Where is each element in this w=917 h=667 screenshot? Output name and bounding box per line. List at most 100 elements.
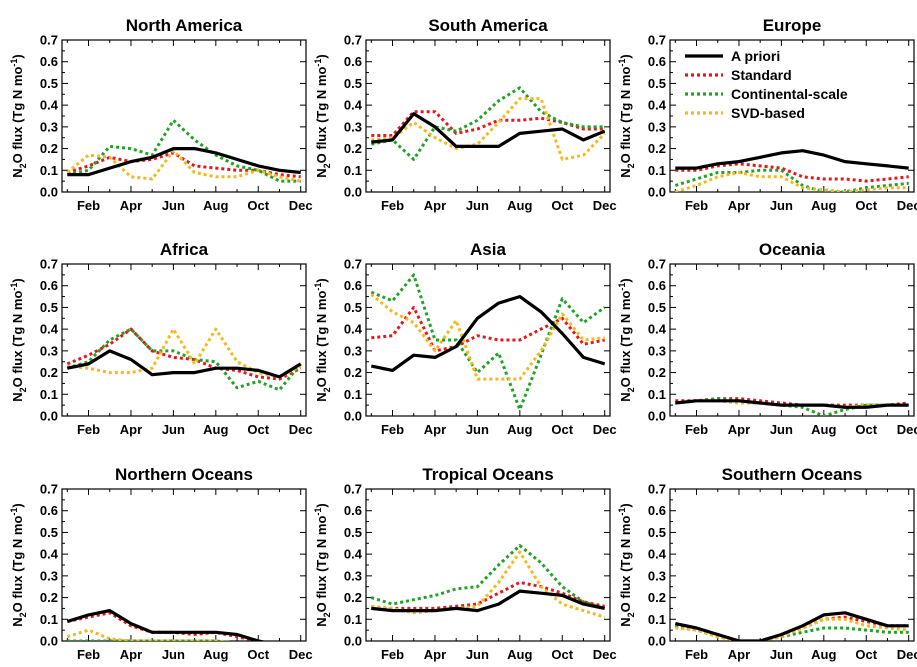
- legend-label: SVD-based: [731, 105, 805, 121]
- x-tick-label: Aug: [507, 422, 532, 437]
- x-tick-label: Dec: [289, 647, 313, 662]
- x-tick-label: Feb: [77, 198, 100, 213]
- y-tick-label: 0.4: [344, 322, 363, 337]
- y-tick-label: 0.6: [648, 54, 666, 69]
- y-axis-label: N2O flux (Tg N mo-1): [313, 278, 332, 402]
- y-tick-label: 0.1: [344, 163, 362, 178]
- y-tick-label: 0.7: [40, 482, 58, 497]
- series-line-svd-based: [675, 617, 909, 641]
- series-line-continental-scale: [66, 327, 302, 392]
- y-tick-label: 0.0: [40, 409, 58, 424]
- x-tick-label: Aug: [203, 198, 228, 213]
- x-tick-label: Apr: [728, 422, 750, 437]
- panel-africa: Africa N2O flux (Tg N mo-1) 0.0 0.1 0.2 0.3 0.…: [9, 240, 313, 437]
- y-tick-label: 0.5: [40, 76, 58, 91]
- x-tick-label: Apr: [424, 422, 446, 437]
- x-tick-label: Oct: [855, 198, 877, 213]
- x-tick-label: Feb: [685, 198, 708, 213]
- plot-area: [371, 86, 606, 161]
- y-tick-label: 0.0: [648, 634, 666, 649]
- panel-title: Northern Oceans: [115, 465, 253, 484]
- plot-area: [370, 273, 606, 411]
- x-tick-label: Jun: [162, 198, 185, 213]
- x-tick-label: Apr: [424, 198, 446, 213]
- x-tick-label: Oct: [247, 422, 269, 437]
- y-tick-label: 0.6: [344, 503, 362, 518]
- y-tick-label: 0.2: [344, 141, 362, 156]
- y-tick-label: 0.5: [648, 300, 666, 315]
- x-tick-label: Apr: [120, 422, 142, 437]
- plot-area: [370, 544, 606, 619]
- x-tick-label: Oct: [551, 198, 573, 213]
- y-tick-label: 0.5: [344, 300, 362, 315]
- x-tick-label: Feb: [381, 422, 404, 437]
- series-line-standard: [66, 327, 302, 381]
- plot-area: [66, 608, 267, 641]
- plot-frame: [61, 263, 307, 417]
- y-tick-label: 0.3: [648, 568, 666, 583]
- y-tick-label: 0.4: [648, 322, 667, 337]
- y-tick-label: 0.1: [40, 387, 58, 402]
- y-axis-label: N2O flux (Tg N mo-1): [617, 503, 636, 627]
- y-axis-label: N2O flux (Tg N mo-1): [313, 503, 332, 627]
- y-tick-label: 0.1: [648, 387, 666, 402]
- x-tick-label: Aug: [811, 198, 836, 213]
- y-tick-label: 0.6: [344, 278, 362, 293]
- y-tick-label: 0.5: [344, 525, 362, 540]
- x-tick-label: Dec: [897, 647, 917, 662]
- x-tick-label: Oct: [855, 647, 877, 662]
- y-tick-label: 0.6: [648, 503, 666, 518]
- x-tick-label: Oct: [247, 198, 269, 213]
- y-tick-label: 0.2: [40, 365, 58, 380]
- series-line-standard: [66, 151, 301, 179]
- y-tick-label: 0.7: [344, 257, 362, 272]
- y-tick-label: 0.6: [40, 503, 58, 518]
- legend-label: Standard: [731, 67, 792, 83]
- y-tick-label: 0.2: [648, 590, 666, 605]
- plot-area: [674, 149, 909, 192]
- y-tick-label: 0.0: [344, 409, 362, 424]
- y-tick-label: 0.0: [648, 185, 666, 200]
- y-tick-label: 0.4: [344, 98, 363, 113]
- legend-label: Continental-scale: [731, 86, 848, 102]
- x-tick-label: Apr: [120, 198, 142, 213]
- y-axis-label: N2O flux (Tg N mo-1): [9, 54, 28, 178]
- y-tick-label: 0.3: [344, 119, 362, 134]
- x-tick-label: Apr: [120, 647, 142, 662]
- plot-frame: [669, 263, 915, 417]
- x-tick-label: Oct: [551, 422, 573, 437]
- x-tick-label: Jun: [466, 198, 489, 213]
- x-tick-label: Dec: [593, 422, 617, 437]
- series-line-a-priori: [370, 295, 606, 372]
- panel-europe: Europe N2O flux (Tg N mo-1) 0.0 0.1 0.2 0.3 0.…: [617, 16, 917, 213]
- series-line-svd-based: [674, 171, 909, 192]
- x-tick-label: Dec: [897, 422, 917, 437]
- y-tick-label: 0.4: [648, 98, 667, 113]
- y-tick-label: 0.4: [344, 547, 363, 562]
- x-tick-label: Aug: [507, 647, 532, 662]
- series-line-svd-based: [371, 550, 606, 619]
- y-tick-label: 0.1: [40, 612, 58, 627]
- x-tick-label: Jun: [162, 422, 185, 437]
- x-tick-label: Jun: [466, 422, 489, 437]
- series-line-a-priori: [67, 147, 301, 177]
- x-tick-label: Feb: [381, 647, 404, 662]
- plot-area: [66, 118, 301, 183]
- panel-north-america: North America N2O flux (Tg N mo-1) 0.0 0.1 0…: [9, 16, 313, 213]
- series-line-continental-scale: [371, 86, 605, 161]
- panel-title: North America: [126, 16, 243, 35]
- x-tick-label: Feb: [685, 647, 708, 662]
- series-line-a-priori: [371, 589, 606, 613]
- x-tick-label: Apr: [728, 198, 750, 213]
- y-tick-label: 0.5: [344, 76, 362, 91]
- y-tick-label: 0.0: [344, 185, 362, 200]
- series-line-continental-scale: [67, 639, 231, 641]
- y-tick-label: 0.1: [344, 387, 362, 402]
- x-tick-label: Aug: [811, 422, 836, 437]
- y-tick-label: 0.2: [40, 141, 58, 156]
- y-axis-label: N2O flux (Tg N mo-1): [617, 278, 636, 402]
- x-tick-label: Apr: [424, 647, 446, 662]
- y-tick-label: 0.0: [648, 409, 666, 424]
- x-tick-label: Dec: [897, 198, 917, 213]
- series-line-a-priori: [675, 399, 909, 409]
